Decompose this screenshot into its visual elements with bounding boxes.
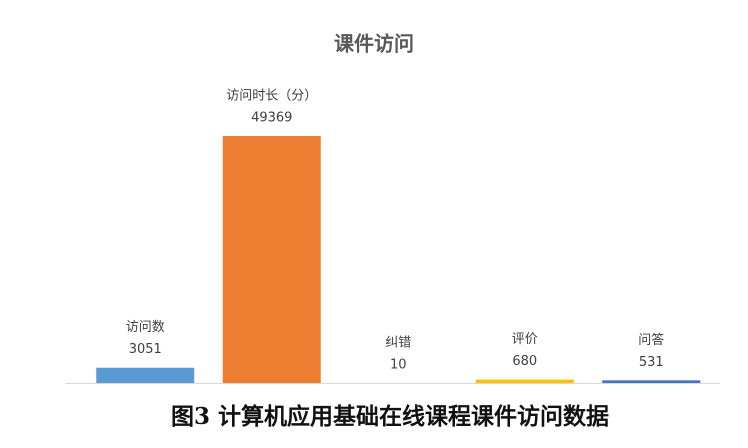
- bar: [96, 367, 195, 383]
- caption: 图3 计算机应用基础在线课程课件访问数据: [171, 403, 609, 430]
- bar: [475, 379, 574, 383]
- value-label: 531: [639, 355, 664, 370]
- value-label: 10: [390, 357, 407, 372]
- bar: [222, 136, 321, 383]
- bar: [602, 380, 701, 383]
- category-label: 纠错: [385, 335, 411, 350]
- category-label: 访问数: [126, 320, 165, 335]
- value-label: 680: [512, 354, 537, 369]
- category-label: 评价: [512, 332, 538, 347]
- chart-title: 课件访问: [334, 32, 414, 56]
- category-label: 问答: [638, 332, 664, 348]
- category-label: 访问时长（分）: [226, 89, 317, 104]
- value-label: 3051: [129, 342, 162, 357]
- value-label: 49369: [251, 111, 292, 126]
